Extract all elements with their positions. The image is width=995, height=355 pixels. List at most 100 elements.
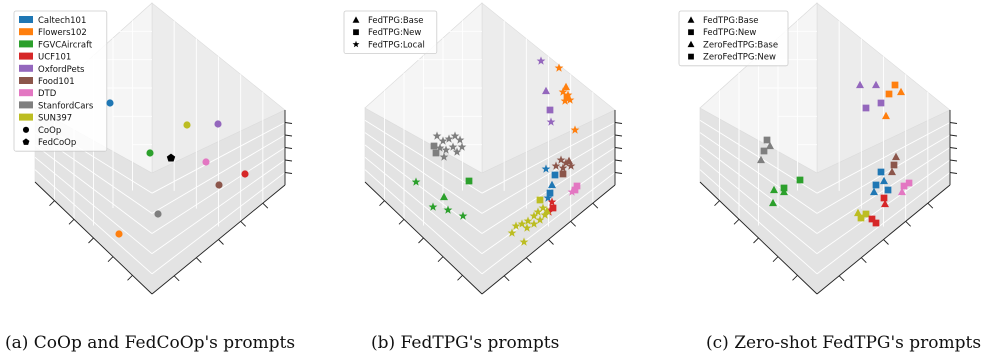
legend-label: Flowers102 — [38, 28, 87, 38]
point-fgvcaircraft — [769, 198, 777, 207]
point-fgvcaircraft — [780, 184, 788, 192]
legend-item: FedCoOp — [22, 138, 76, 148]
legend-item: UCF101 — [19, 52, 71, 63]
point-sun397 — [857, 214, 865, 222]
point-sun397 — [529, 219, 539, 228]
legend-marker-square — [688, 29, 694, 36]
legend-label: FedTPG:Base — [703, 16, 759, 26]
point-ucf101 — [872, 219, 880, 227]
point-dtd — [900, 182, 908, 190]
legend-swatch — [19, 64, 33, 72]
legend-item: FedTPG:New — [688, 28, 756, 38]
point-caltech101 — [546, 189, 554, 197]
point-dtd — [905, 179, 913, 187]
legend-label: FedTPG:New — [368, 28, 421, 38]
point-stanfordcars — [455, 135, 465, 144]
legend-label: Caltech101 — [38, 16, 86, 26]
legend-label: FedTPG:Base — [368, 16, 424, 26]
point-fgvcaircraft — [458, 211, 468, 220]
point-dtd — [567, 187, 577, 196]
point-fgvcaircraft — [411, 177, 421, 186]
point-stanfordcars — [450, 131, 460, 140]
point-caltech101 — [106, 99, 114, 107]
caption-a: (a) CoOp and FedCoOp's prompts — [5, 333, 295, 353]
legend-label: Food101 — [38, 77, 75, 87]
legend-label: StanfordCars — [38, 101, 94, 111]
point-stanfordcars — [763, 136, 771, 144]
point-sun397 — [519, 237, 529, 246]
point-sun397 — [529, 211, 539, 220]
point-food101 — [565, 156, 573, 165]
legend-item: FedTPG:Base — [352, 16, 424, 26]
legend-label: FedCoOp — [38, 138, 76, 148]
point-sun397 — [543, 206, 551, 215]
legend-swatch — [19, 52, 33, 60]
point-flowers102 — [562, 82, 570, 91]
point-dtd — [573, 182, 581, 190]
axis-ticks — [379, 122, 623, 282]
point-fgvcaircraft — [465, 177, 473, 185]
legend-item: FGVCAircraft — [19, 40, 93, 50]
point-stanfordcars — [448, 142, 458, 151]
legend-item: Caltech101 — [19, 16, 86, 26]
legend-label: SUN397 — [38, 114, 72, 124]
legend-swatch — [19, 113, 33, 121]
data-points — [411, 56, 581, 246]
point-oxfordpets — [542, 86, 550, 95]
point-caltech101 — [541, 164, 551, 173]
point-caltech101 — [880, 176, 888, 185]
point-sun397 — [522, 223, 532, 232]
legend-item: FedTPG:Local — [352, 40, 425, 50]
data-points — [757, 80, 913, 227]
point-sun397 — [538, 203, 548, 212]
point-sun397 — [536, 196, 544, 204]
point-fgvcaircraft — [443, 205, 453, 214]
point-stanfordcars — [760, 147, 768, 155]
legend-label: UCF101 — [38, 53, 71, 63]
legend-item: Food101 — [19, 77, 75, 87]
panel-c: FedTPG:Base FedTPG:New ZeroFedTPG:Base Zero… — [678, 2, 958, 295]
point-sun397 — [862, 210, 870, 218]
point-oxfordpets — [214, 120, 222, 128]
point-sun397 — [540, 210, 550, 219]
legend-label: CoOp — [38, 126, 61, 136]
point-flowers102 — [897, 87, 905, 96]
legend-swatch — [19, 28, 33, 36]
point-sun397 — [854, 208, 862, 217]
legend: FedTPG:Base FedTPG:New FedTPG:Local — [343, 10, 438, 54]
legend-marker-triangle — [352, 16, 360, 23]
point-stanfordcars — [457, 142, 467, 151]
point-oxfordpets — [546, 117, 556, 126]
point-stanfordcars — [441, 145, 451, 154]
point-caltech101 — [543, 193, 553, 202]
point-caltech101 — [548, 180, 556, 189]
point-fgvcaircraft — [146, 149, 154, 157]
legend-label: FedTPG:New — [703, 28, 756, 38]
point-flowers102 — [882, 111, 890, 120]
legend-item: DTD — [19, 89, 57, 99]
point-flowers102 — [560, 96, 570, 105]
point-flowers102 — [558, 87, 568, 96]
point-stanfordcars — [439, 152, 449, 161]
point-fgvcaircraft — [796, 176, 804, 184]
point-flowers102 — [570, 125, 580, 134]
legend-item: ZeroFedTPG:New — [688, 53, 776, 63]
point-sun397 — [183, 121, 191, 129]
point-stanfordcars — [154, 210, 162, 218]
point-food101 — [559, 170, 567, 178]
point-ucf101 — [880, 194, 888, 202]
legend-swatch — [19, 16, 33, 23]
point-oxfordpets — [536, 56, 546, 65]
point-flowers102 — [563, 93, 571, 101]
point-dtd — [202, 158, 210, 166]
legend-frame — [678, 10, 789, 67]
point-food101 — [888, 167, 896, 176]
legend-item: FedTPG:New — [353, 28, 421, 38]
point-oxfordpets — [546, 106, 554, 114]
point-stanfordcars — [438, 136, 448, 145]
legend-frame — [13, 10, 108, 152]
point-caltech101 — [551, 171, 559, 179]
point-food101 — [890, 161, 898, 169]
legend-item: CoOp — [22, 126, 61, 136]
legend-label: DTD — [38, 89, 57, 99]
